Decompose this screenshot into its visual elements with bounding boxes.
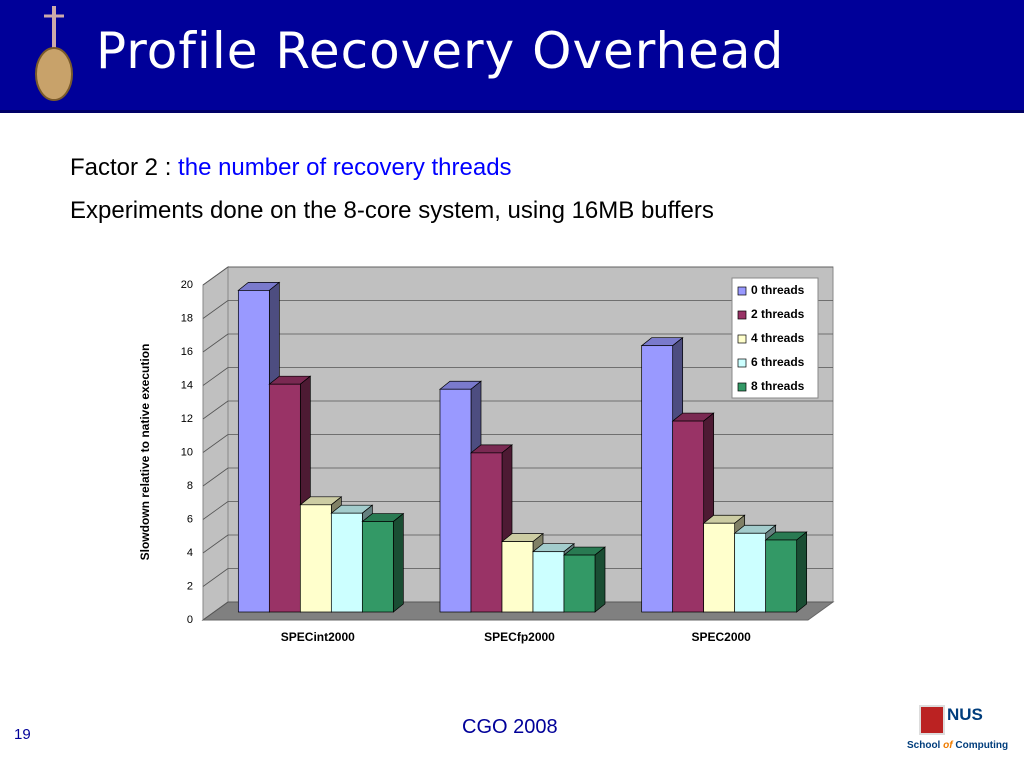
chart: Slowdown relative to native execution 0 2… — [138, 266, 835, 644]
bar — [237, 290, 270, 613]
grid-line-side — [202, 266, 229, 286]
legend-swatch — [737, 310, 747, 320]
logo-of: of — [943, 740, 953, 751]
bar — [361, 521, 394, 613]
legend-label: 0 threads — [751, 283, 805, 297]
logo-school-word: School — [907, 740, 941, 751]
y-tick-label: 6 — [187, 513, 193, 525]
y-tick-label: 14 — [181, 379, 193, 391]
crest — [919, 705, 945, 735]
y-tick-label: 16 — [181, 346, 193, 358]
x-tick-label: SPECint2000 — [281, 630, 355, 644]
y-tick-label: 8 — [187, 480, 193, 492]
title: Profile Recovery Overhead — [96, 22, 785, 80]
legend-label: 4 threads — [751, 331, 805, 345]
grid-line-side — [202, 601, 229, 621]
legend-swatch — [737, 358, 747, 368]
logo: NUS School of Computing — [905, 705, 1015, 755]
bar — [299, 504, 332, 613]
y-tick-label: 20 — [181, 279, 193, 291]
bar — [330, 512, 363, 613]
grid-line-side — [202, 568, 229, 587]
bar — [703, 522, 736, 613]
bar — [563, 554, 596, 613]
header-band: Profile Recovery Overhead — [0, 0, 1024, 113]
y-tick-label: 10 — [181, 446, 193, 458]
y-tick-label: 18 — [181, 312, 193, 324]
legend-swatch — [737, 286, 747, 296]
line1: Factor 2 : the number of recovery thread… — [70, 154, 512, 182]
bar — [672, 420, 705, 613]
bar — [765, 539, 798, 613]
bar — [501, 541, 534, 613]
y-tick-label: 12 — [181, 413, 193, 425]
y-axis-label: Slowdown relative to native execution — [138, 344, 152, 561]
legend-label: 6 threads — [751, 355, 805, 369]
x-tick-label: SPECfp2000 — [484, 630, 555, 644]
grid-line-side — [202, 300, 229, 319]
legend-swatch — [737, 334, 747, 344]
grid-line-side — [202, 400, 229, 420]
grid-line-side — [202, 367, 229, 386]
line2: Experiments done on the 8-core system, u… — [70, 197, 714, 224]
bar — [734, 532, 767, 613]
y-tick-label: 4 — [187, 547, 193, 559]
bar — [470, 452, 503, 613]
grid-line-side — [202, 333, 229, 353]
grid-line-side — [202, 501, 229, 520]
bar-side — [594, 546, 606, 613]
line1-highlight: the number of recovery threads — [178, 154, 512, 181]
bar — [532, 551, 565, 613]
bar-side — [796, 531, 808, 613]
page-number: 19 — [14, 726, 31, 743]
bar — [641, 345, 674, 613]
legend-label: 2 threads — [751, 307, 805, 321]
logo-computing: Computing — [955, 740, 1009, 751]
bar-side — [392, 512, 404, 613]
grid-line-side — [202, 534, 229, 554]
y-tick-label: 2 — [187, 580, 193, 592]
bar — [439, 388, 472, 613]
logo-school: School of Computing — [907, 740, 1008, 751]
lute-icon — [35, 6, 73, 101]
legend-swatch — [737, 382, 747, 392]
logo-name: NUS — [947, 705, 983, 724]
grid-line-side — [202, 467, 229, 487]
footer: CGO 2008 — [462, 716, 558, 738]
grid-line-side — [202, 434, 229, 453]
x-tick-label: SPEC2000 — [691, 630, 751, 644]
y-tick-label: 0 — [187, 614, 193, 626]
legend-label: 8 threads — [751, 379, 805, 393]
line1-prefix: Factor 2 : — [70, 154, 179, 181]
bar — [268, 383, 301, 613]
